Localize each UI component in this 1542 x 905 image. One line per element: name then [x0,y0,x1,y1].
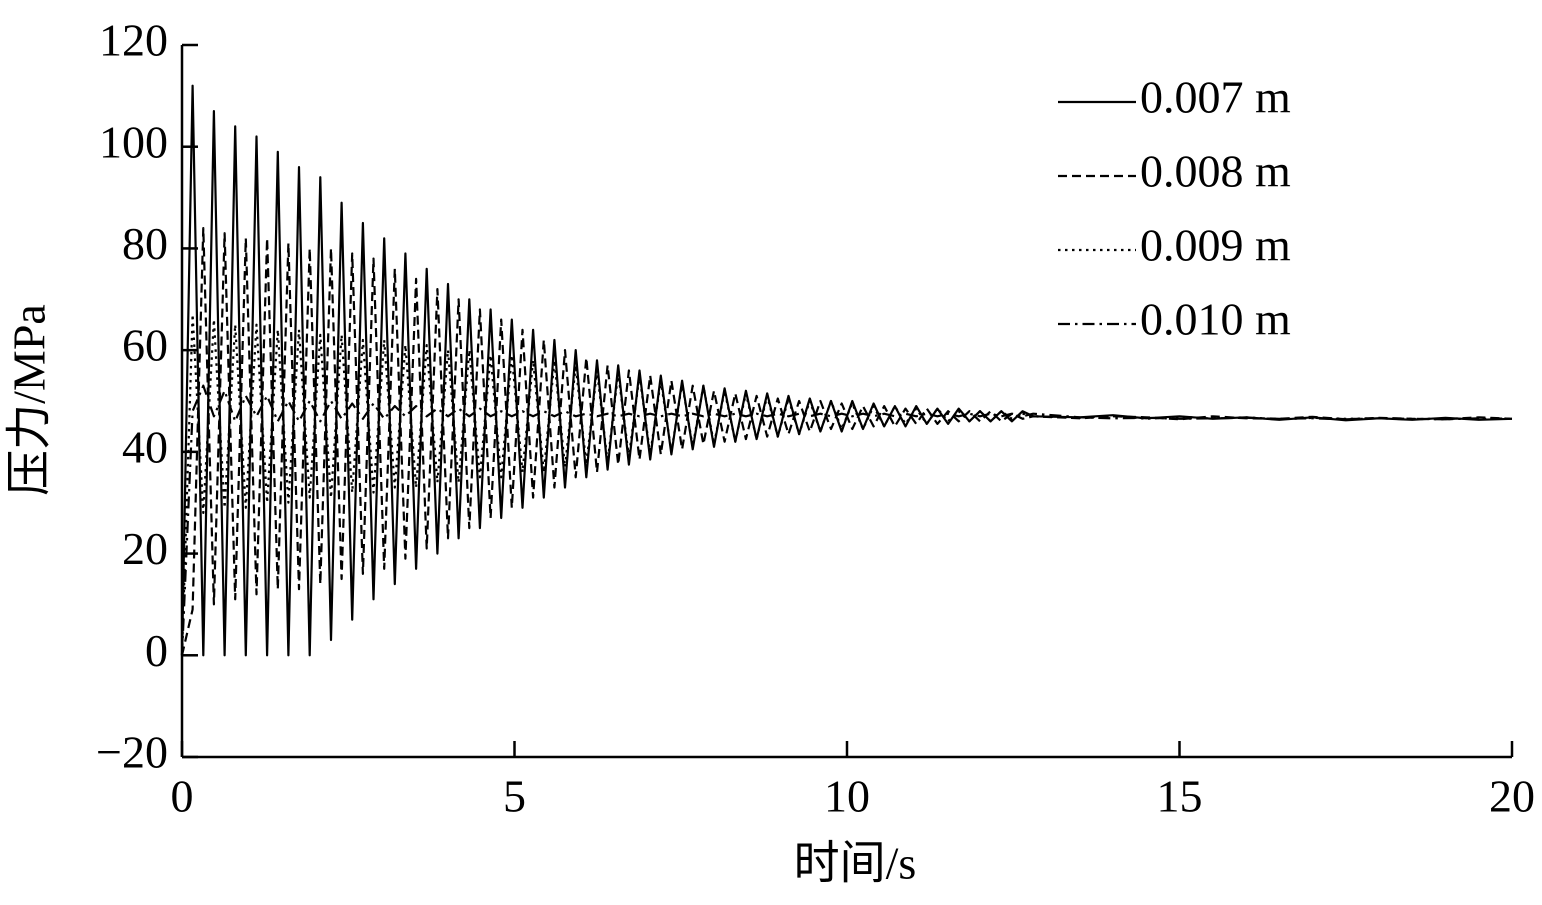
y-tick-label: 40 [122,421,168,472]
x-tick-label: 5 [503,771,526,822]
legend-label: 0.009 m [1140,220,1291,271]
line-series [180,84,1513,657]
y-tick-label: 80 [122,218,168,269]
line-series [180,384,1513,656]
y-tick-label: 60 [122,320,168,371]
x-tick-label: 20 [1489,771,1535,822]
line-series [180,227,1513,656]
x-tick-label: 15 [1157,771,1203,822]
line-series [180,313,1512,656]
y-tick-label: 100 [99,116,168,167]
y-axis-label: 压力/MPa [4,304,55,496]
y-tick-label: −20 [96,727,168,778]
x-tick-label: 0 [171,771,194,822]
legend-label: 0.007 m [1140,72,1291,123]
y-tick-label: 0 [145,625,168,676]
x-axis-label: 时间/s [794,838,917,889]
legend-label: 0.008 m [1140,146,1291,197]
y-tick-label: 120 [99,15,168,66]
legend-label: 0.010 m [1140,294,1291,345]
y-tick-label: 20 [122,523,168,574]
x-tick-label: 10 [824,771,870,822]
